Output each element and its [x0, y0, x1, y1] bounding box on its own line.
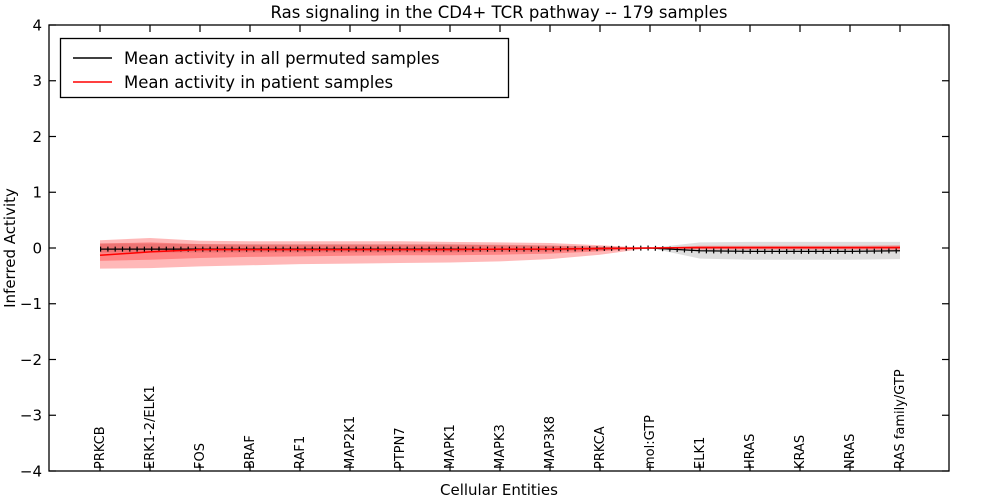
x-tick-label: RAF1	[293, 436, 308, 469]
x-tick-label: ELK1	[693, 437, 708, 469]
y-axis-label: Inferred Activity	[1, 188, 19, 308]
x-tick-label: FOS	[193, 443, 208, 469]
legend: Mean activity in all permuted samples Me…	[59, 37, 510, 99]
band-permuted-samples-spread	[100, 241, 900, 260]
x-tick-label: PTPN7	[393, 427, 408, 469]
legend-label-permuted: Mean activity in all permuted samples	[124, 49, 440, 68]
y-tick-label: −3	[20, 407, 42, 425]
x-tick-label: ERK1-2/ELK1	[143, 385, 158, 469]
y-tick-label: 2	[32, 128, 42, 146]
series-layer	[99, 245, 901, 256]
ticks-layer: 4 3 2 1 0 −1 −2 −3 −4 PRKCB ERK1-2/ELK1 FOS BRAF RAF1…	[20, 16, 949, 480]
y-tick-label: 3	[32, 72, 42, 90]
x-tick-label: MAP2K1	[343, 416, 358, 469]
x-tick-label: RAS family/GTP	[893, 369, 908, 469]
x-tick-label: MAP3K8	[543, 416, 558, 469]
y-tick-label: 0	[32, 239, 42, 257]
band-patient-samples-spread-outer	[100, 237, 900, 269]
y-tick-label: 4	[32, 16, 42, 34]
x-tick-label: PRKCB	[93, 426, 108, 469]
x-tick-label: KRAS	[793, 435, 808, 469]
x-tick-label: PRKCA	[593, 426, 608, 469]
x-tick-label: BRAF	[243, 435, 258, 469]
y-tick-label: −2	[20, 351, 42, 369]
x-tick-label: MAPK1	[443, 424, 458, 469]
legend-box	[59, 37, 510, 99]
legend-label-patient: Mean activity in patient samples	[124, 73, 393, 92]
x-tick-label: mol:GTP	[643, 415, 658, 469]
series-line-patient	[99, 246, 900, 256]
y-tick-label: −4	[20, 462, 42, 480]
y-tick-label: −1	[20, 295, 42, 313]
x-tick-label: HRAS	[743, 434, 758, 469]
y-tick-label: 1	[32, 184, 42, 202]
x-tick-label: NRAS	[843, 434, 858, 469]
x-axis-label: Cellular Entities	[440, 481, 558, 499]
x-tick-label: MAPK3	[493, 424, 508, 469]
chart-title: Ras signaling in the CD4+ TCR pathway --…	[271, 3, 728, 22]
